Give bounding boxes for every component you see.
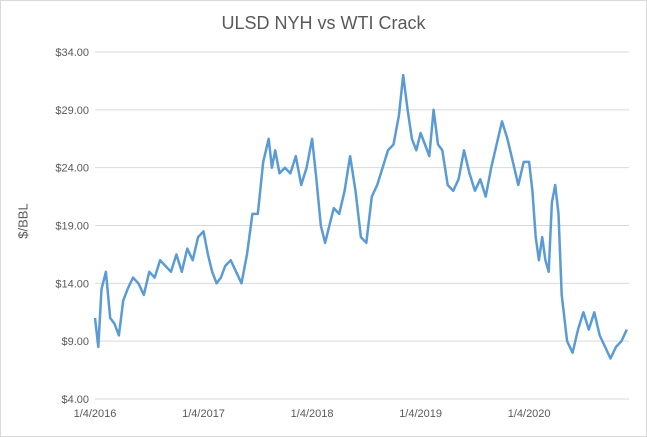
y-tick-label: $29.00 <box>55 105 89 117</box>
x-tick-label: 1/4/2018 <box>291 408 334 420</box>
x-tick-label: 1/4/2017 <box>182 408 225 420</box>
x-tick-label: 1/4/2020 <box>508 408 551 420</box>
series-line <box>93 73 628 360</box>
chart-title: ULSD NYH vs WTI Crack <box>221 13 426 33</box>
y-tick-label: $24.00 <box>55 163 89 175</box>
y-tick-label: $19.00 <box>55 221 89 233</box>
x-tick-label: 1/4/2016 <box>74 408 117 420</box>
y-tick-label: $14.00 <box>55 278 89 290</box>
y-tick-label: $4.00 <box>61 394 89 406</box>
y-tick-label: $9.00 <box>61 336 89 348</box>
y-tick-label: $34.00 <box>55 47 89 59</box>
x-tick-label: 1/4/2019 <box>399 408 442 420</box>
